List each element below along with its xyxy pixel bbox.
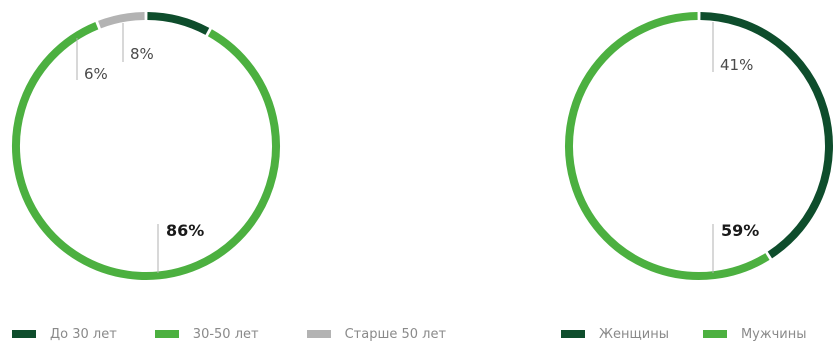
gender-legend: Женщины Мужчины — [561, 326, 833, 342]
legend-label-over-50: Старше 50 лет — [344, 326, 447, 342]
legend-item-under-30: До 30 лет — [12, 327, 117, 342]
legend-item-men: Мужчины — [702, 326, 807, 342]
gender-slice-men — [565, 12, 770, 280]
gender-donut-chart: 41% 59% — [565, 12, 833, 280]
legend-swatch-women — [561, 330, 585, 338]
age-data-label-under-30: 8% — [130, 45, 154, 63]
legend-item-over-50: Старше 50 лет — [306, 326, 447, 342]
legend-label-30-50: 30-50 лет — [192, 326, 259, 342]
age-data-label-30-50: 86% — [166, 221, 204, 240]
legend-swatch-under-30 — [12, 330, 36, 338]
age-donut-chart: 8% 86% 6% — [12, 12, 280, 280]
age-slice-under-30 — [147, 12, 210, 35]
legend-item-women: Женщины — [561, 327, 669, 342]
gender-data-label-women: 41% — [720, 56, 753, 74]
age-data-label-over-50: 6% — [84, 65, 108, 83]
gender-slice-women — [700, 12, 833, 259]
age-slice-30-50 — [12, 21, 280, 280]
legend-item-30-50: 30-50 лет — [154, 326, 259, 342]
legend-label-under-30: До 30 лет — [50, 326, 117, 342]
gender-data-label-men: 59% — [721, 221, 759, 240]
legend-swatch-30-50 — [154, 330, 179, 338]
age-legend: До 30 лет 30-50 лет Старше 50 лет — [12, 326, 480, 342]
legend-label-men: Мужчины — [740, 326, 807, 342]
age-slice-over-50 — [98, 12, 145, 29]
legend-swatch-men — [702, 330, 727, 338]
legend-swatch-over-50 — [306, 330, 331, 338]
legend-label-women: Женщины — [599, 326, 669, 342]
